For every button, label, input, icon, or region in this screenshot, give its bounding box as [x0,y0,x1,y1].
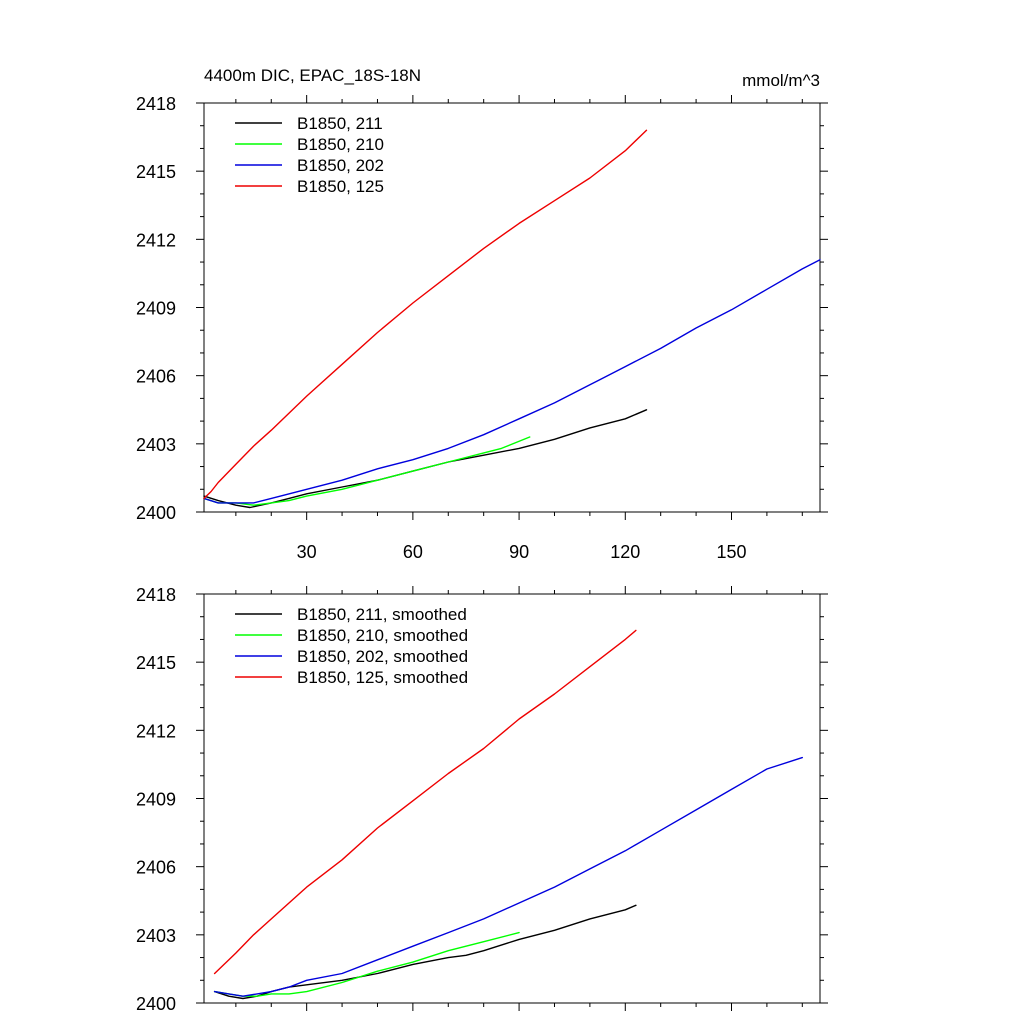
legend-entry: B1850, 202 [297,156,384,175]
y-tick-label: 2406 [136,367,176,387]
bottom-panel: 2400 2403 2406 2409 2412 2415 2418 B1850, 211, … [136,585,828,1014]
y-tick-label: 2409 [136,790,176,810]
units-label: mmol/m^3 [742,71,820,90]
y-tick-label: 2415 [136,162,176,182]
x-tick-label: 30 [297,542,317,562]
y-tick-label: 2406 [136,858,176,878]
legend-entry: B1850, 125, smoothed [297,668,468,687]
y-tick-label: 2418 [136,585,176,605]
y-tick-label: 2400 [136,503,176,523]
x-tick-label: 120 [610,542,640,562]
x-tick-label: 60 [403,542,423,562]
legend: B1850, 211, smoothed B1850, 210, smoothed… [235,605,468,687]
x-tick-label: 90 [509,542,529,562]
y-tick-label: 2403 [136,926,176,946]
y-tick-label: 2403 [136,435,176,455]
y-tick-label: 2409 [136,299,176,319]
legend-entry: B1850, 211, smoothed [297,605,467,624]
legend-entry: B1850, 210 [297,135,384,154]
series-line-3 [203,129,648,500]
y-tick-label: 2400 [136,994,176,1014]
series-line-0 [203,409,648,509]
series-line-3 [213,629,637,975]
legend-entry: B1850, 210, smoothed [297,626,468,645]
y-tick-label: 2412 [136,230,176,250]
y-tick-label: 2418 [136,94,176,114]
series-line-0 [213,904,637,1000]
y-tick-label: 2412 [136,721,176,741]
x-tick-label: 150 [716,542,746,562]
series-line-2 [213,756,803,997]
y-tick-label: 2415 [136,653,176,673]
legend-entry: B1850, 125 [297,177,384,196]
chart-title: 4400m DIC, EPAC_18S-18N [204,66,421,85]
legend: B1850, 211 B1850, 210 B1850, 202 B1850, 125 [235,114,384,196]
legend-entry: B1850, 202, smoothed [297,647,468,666]
legend-entry: B1850, 211 [297,114,383,133]
series-line-2 [203,259,821,504]
top-panel: 2400 2403 2406 2409 2412 2415 2418 30 60 90 120 150… [136,94,828,562]
